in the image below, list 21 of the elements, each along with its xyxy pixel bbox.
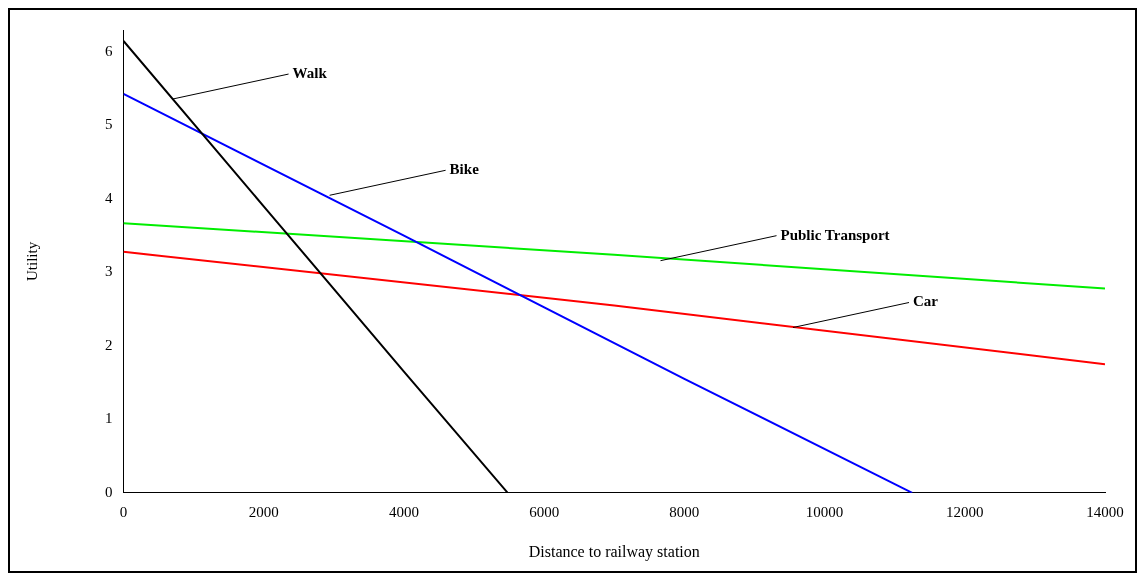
x-tick-label: 10000 xyxy=(805,503,844,520)
x-tick-label: 14000 xyxy=(1086,503,1124,520)
annotation: Walk xyxy=(292,64,328,81)
y-tick-label: 4 xyxy=(105,189,113,206)
x-tick-label: 2000 xyxy=(248,503,279,520)
x-tick-label: 6000 xyxy=(529,503,560,520)
x-tick-label: 0 xyxy=(119,503,128,520)
annotation: Public Transport xyxy=(780,226,890,243)
annotation: Bike xyxy=(449,161,480,178)
y-tick-label: 6 xyxy=(105,42,113,59)
y-axis-title: Utility xyxy=(23,241,40,281)
x-tick-label: 4000 xyxy=(388,503,419,520)
y-tick-label: 3 xyxy=(105,263,113,280)
y-tick-label: 2 xyxy=(105,336,113,353)
y-tick-label: 0 xyxy=(105,483,113,500)
x-tick-label: 12000 xyxy=(946,503,984,520)
x-tick-label: 8000 xyxy=(669,503,700,520)
y-tick-label: 1 xyxy=(105,410,113,427)
annotation: Car xyxy=(913,293,939,310)
y-tick-label: 5 xyxy=(105,116,113,133)
x-axis-title: Distance to railway station xyxy=(528,542,700,561)
